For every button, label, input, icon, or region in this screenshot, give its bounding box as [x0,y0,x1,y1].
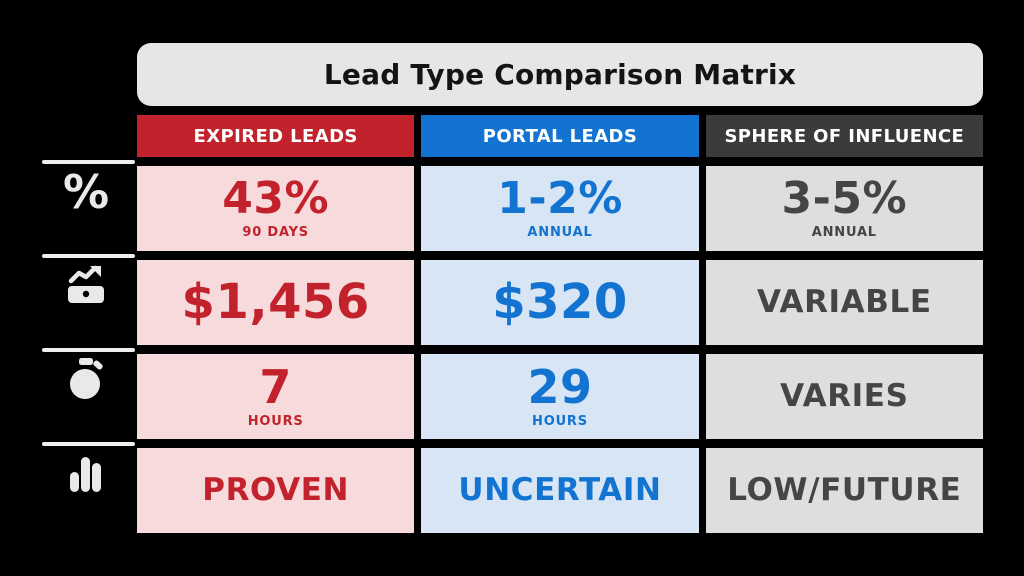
cell-value: $1,456 [181,274,370,331]
column-header-portal-leads: PORTAL LEADS [421,115,699,157]
cell-sphere-cost: VARIABLE [705,260,983,345]
cell-sphere-time: VARIES [705,354,983,439]
cell-value: LOW/FUTURE [727,471,962,508]
cell-value: 43% [222,173,330,225]
cell-expired-rate: 43% 90 DAYS [137,166,415,251]
cell-sublabel: ANNUAL [811,224,877,240]
cell-value: 3-5% [781,173,908,225]
cell-portal-cost: $320 [421,260,699,345]
column-header-expired-leads: EXPIRED LEADS [137,115,415,157]
cell-expired-cost: $1,456 [137,260,415,345]
cell-value: 29 [527,360,593,415]
money-trend-icon [60,262,112,308]
bar-chart-icon [60,450,112,496]
cell-value: PROVEN [202,471,350,508]
cell-value: 1-2% [497,173,623,225]
cell-portal-rate: 1-2% ANNUAL [421,166,699,251]
cell-value: VARIES [780,377,909,414]
cell-value: 7 [259,360,292,415]
row-divider [42,160,135,164]
cell-portal-trackrecord: UNCERTAIN [421,448,699,533]
cell-sublabel: HOURS [247,413,304,429]
page-title: Lead Type Comparison Matrix [137,43,983,106]
comparison-table: Lead Type Comparison Matrix EXPIRED LEAD… [137,43,983,533]
cell-expired-trackrecord: PROVEN [137,448,415,533]
stopwatch-icon [60,356,112,402]
column-header-sphere-of-influence: SPHERE OF INFLUENCE [705,115,983,157]
cell-expired-time: 7 HOURS [137,354,415,439]
cell-sublabel: ANNUAL [527,224,593,240]
row-divider [42,348,135,352]
cell-sphere-rate: 3-5% ANNUAL [705,166,983,251]
cell-value: $320 [492,274,628,331]
cell-portal-time: 29 HOURS [421,354,699,439]
row-divider [42,442,135,446]
cell-value: VARIABLE [757,283,932,320]
cell-value: UNCERTAIN [458,471,662,508]
matrix-grid: EXPIRED LEADS PORTAL LEADS SPHERE OF INF… [137,115,983,533]
cell-sublabel: HOURS [532,413,588,429]
cell-sublabel: 90 DAYS [242,224,309,240]
percent-icon: % [62,165,110,219]
metric-icon-rail: % [0,0,137,576]
cell-sphere-trackrecord: LOW/FUTURE [705,448,983,533]
row-divider [42,254,135,258]
